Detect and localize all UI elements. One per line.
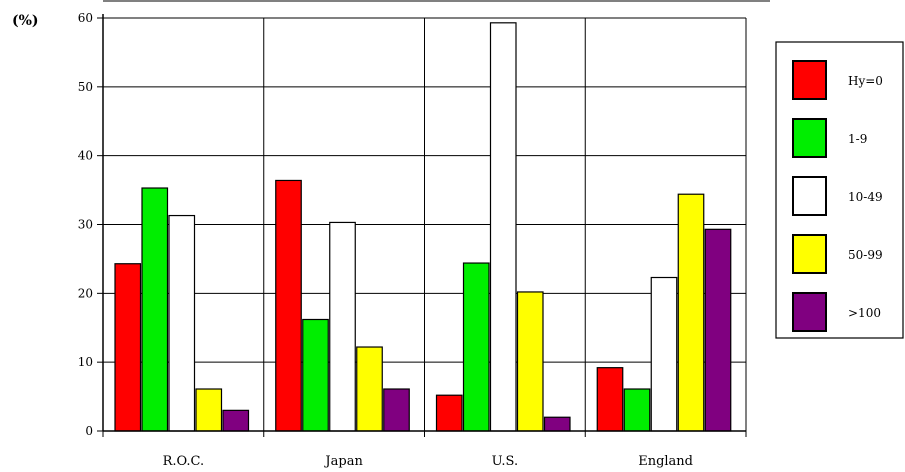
bar-1-3	[356, 346, 383, 432]
y-tick-label: 0	[85, 424, 93, 438]
legend-label-1: 1-9	[848, 132, 867, 146]
legend-label-2: 10-49	[848, 190, 883, 204]
legend-label-4: >100	[848, 306, 881, 320]
bar-3-0	[596, 367, 624, 432]
legend-swatch-4	[792, 292, 827, 332]
axes: 0 10 20 30 40 50 60 R.O.C. Japan U.S. England	[78, 11, 747, 469]
legend-swatch-3	[792, 234, 827, 274]
y-tick-label: 30	[78, 218, 93, 232]
bar-2-0	[435, 394, 463, 432]
legend-label-0: Hy=0	[848, 74, 883, 88]
legend-swatch-1	[792, 118, 827, 158]
bar-2-2	[489, 22, 517, 432]
legend-swatch-0	[792, 60, 827, 100]
y-tick-label: 20	[78, 286, 93, 300]
y-tick-label: 40	[78, 149, 93, 163]
x-tick-label: R.O.C.	[163, 454, 205, 469]
y-tick-label: 60	[78, 11, 93, 25]
bar-0-1	[141, 187, 169, 432]
bar-0-2	[168, 214, 196, 432]
y-axis-label: (%)	[12, 13, 39, 29]
x-tick-label: U.S.	[492, 454, 518, 469]
bar-1-1	[302, 318, 329, 432]
bar-3-1	[623, 388, 651, 432]
bar-2-4	[543, 416, 571, 432]
bar-3-2	[650, 276, 678, 432]
legend: Hy=0 1-9 10-49 50-99 >100	[775, 41, 904, 339]
bar-0-4	[222, 409, 250, 432]
bar-1-0	[275, 179, 302, 432]
bar-3-3	[677, 193, 705, 432]
y-tick-label: 50	[78, 80, 93, 94]
bar-2-1	[462, 262, 490, 432]
bar-1-2	[329, 221, 356, 432]
legend-label-3: 50-99	[848, 248, 883, 262]
x-tick-label: Japan	[323, 454, 363, 469]
bar-3-4	[704, 228, 732, 432]
grid-lines	[103, 0, 770, 431]
legend-swatch-2	[792, 176, 827, 216]
bar-2-3	[516, 291, 544, 432]
bars	[114, 22, 732, 432]
bar-1-4	[383, 388, 410, 432]
bar-0-3	[195, 388, 223, 432]
x-tick-label: England	[638, 454, 693, 469]
bar-0-0	[114, 263, 142, 432]
y-tick-label: 10	[78, 355, 93, 369]
